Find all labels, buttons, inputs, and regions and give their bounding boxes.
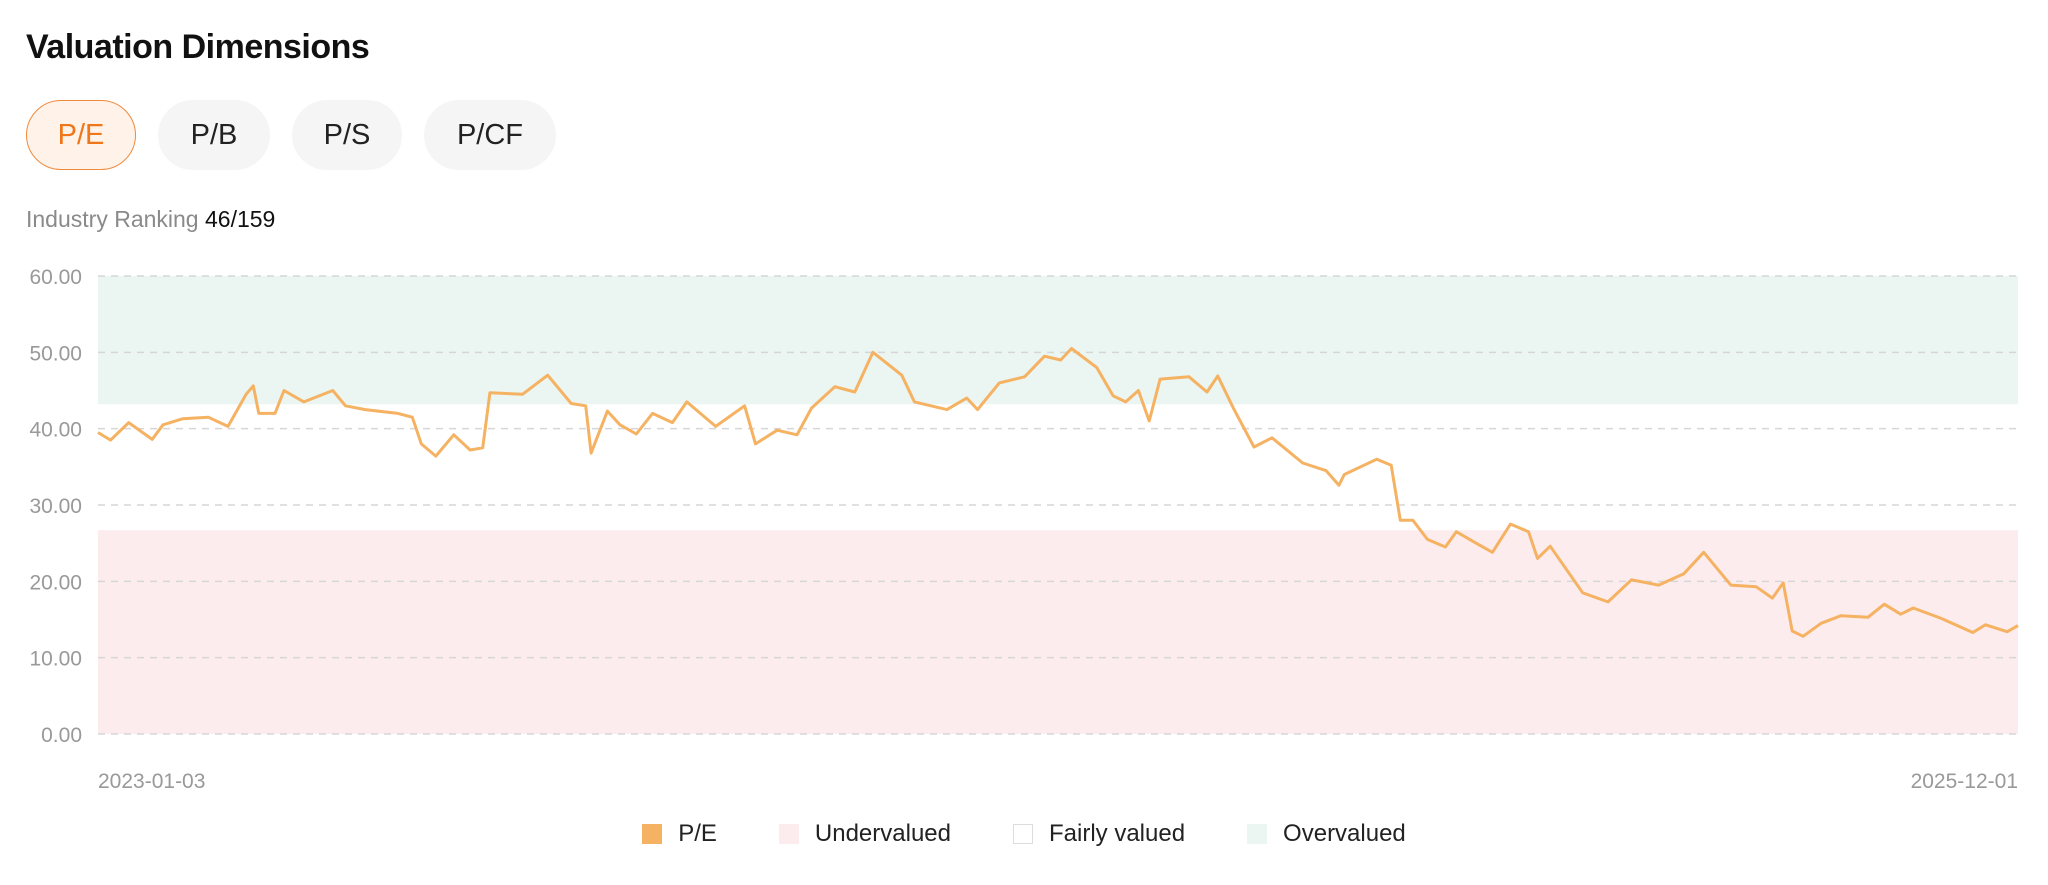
x-tick-label: 2023-01-03	[98, 770, 205, 793]
legend-swatch-fairly-valued	[1012, 824, 1033, 844]
tab-pb[interactable]: P/B	[158, 100, 270, 170]
y-tick-label: 0.00	[41, 724, 82, 747]
ranking-value: 46/159	[204, 206, 276, 232]
metric-tabs: P/E P/B P/S P/CF	[26, 100, 556, 170]
y-tick-label: 20.00	[29, 571, 82, 594]
legend-item-fairly-valued[interactable]: Fairly valued	[1012, 820, 1186, 848]
y-tick-label: 10.00	[29, 648, 82, 671]
industry-ranking: Industry Ranking 46/159	[26, 206, 275, 233]
section-title: Valuation Dimensions	[26, 28, 370, 66]
y-tick-label: 60.00	[29, 266, 82, 289]
chart-legend: P/E Undervalued Fairly valued Overvalued	[0, 820, 2048, 848]
legend-label: Fairly valued	[1048, 820, 1186, 847]
ranking-label: Industry Ranking	[26, 206, 199, 232]
legend-label: Overvalued	[1283, 820, 1406, 847]
legend-item-undervalued[interactable]: Undervalued	[778, 820, 951, 848]
legend-item-pe[interactable]: P/E	[642, 820, 717, 848]
undervalued-band	[98, 530, 2018, 734]
tab-ps[interactable]: P/S	[292, 100, 402, 170]
y-tick-label: 30.00	[29, 495, 82, 518]
overvalued-band	[98, 276, 2018, 405]
legend-label: Undervalued	[814, 820, 951, 847]
tab-pe[interactable]: P/E	[26, 100, 136, 170]
tab-pcf[interactable]: P/CF	[424, 100, 556, 170]
legend-label: P/E	[678, 820, 717, 847]
legend-swatch-pe	[642, 824, 663, 844]
legend-swatch-overvalued	[1247, 824, 1268, 844]
legend-item-overvalued[interactable]: Overvalued	[1247, 820, 1406, 848]
pe-series-line	[97, 347, 2019, 638]
x-tick-label: 2025-12-01	[1911, 770, 2018, 793]
y-tick-label: 50.00	[29, 342, 82, 365]
y-tick-label: 40.00	[29, 419, 82, 442]
legend-swatch-undervalued	[778, 824, 799, 844]
